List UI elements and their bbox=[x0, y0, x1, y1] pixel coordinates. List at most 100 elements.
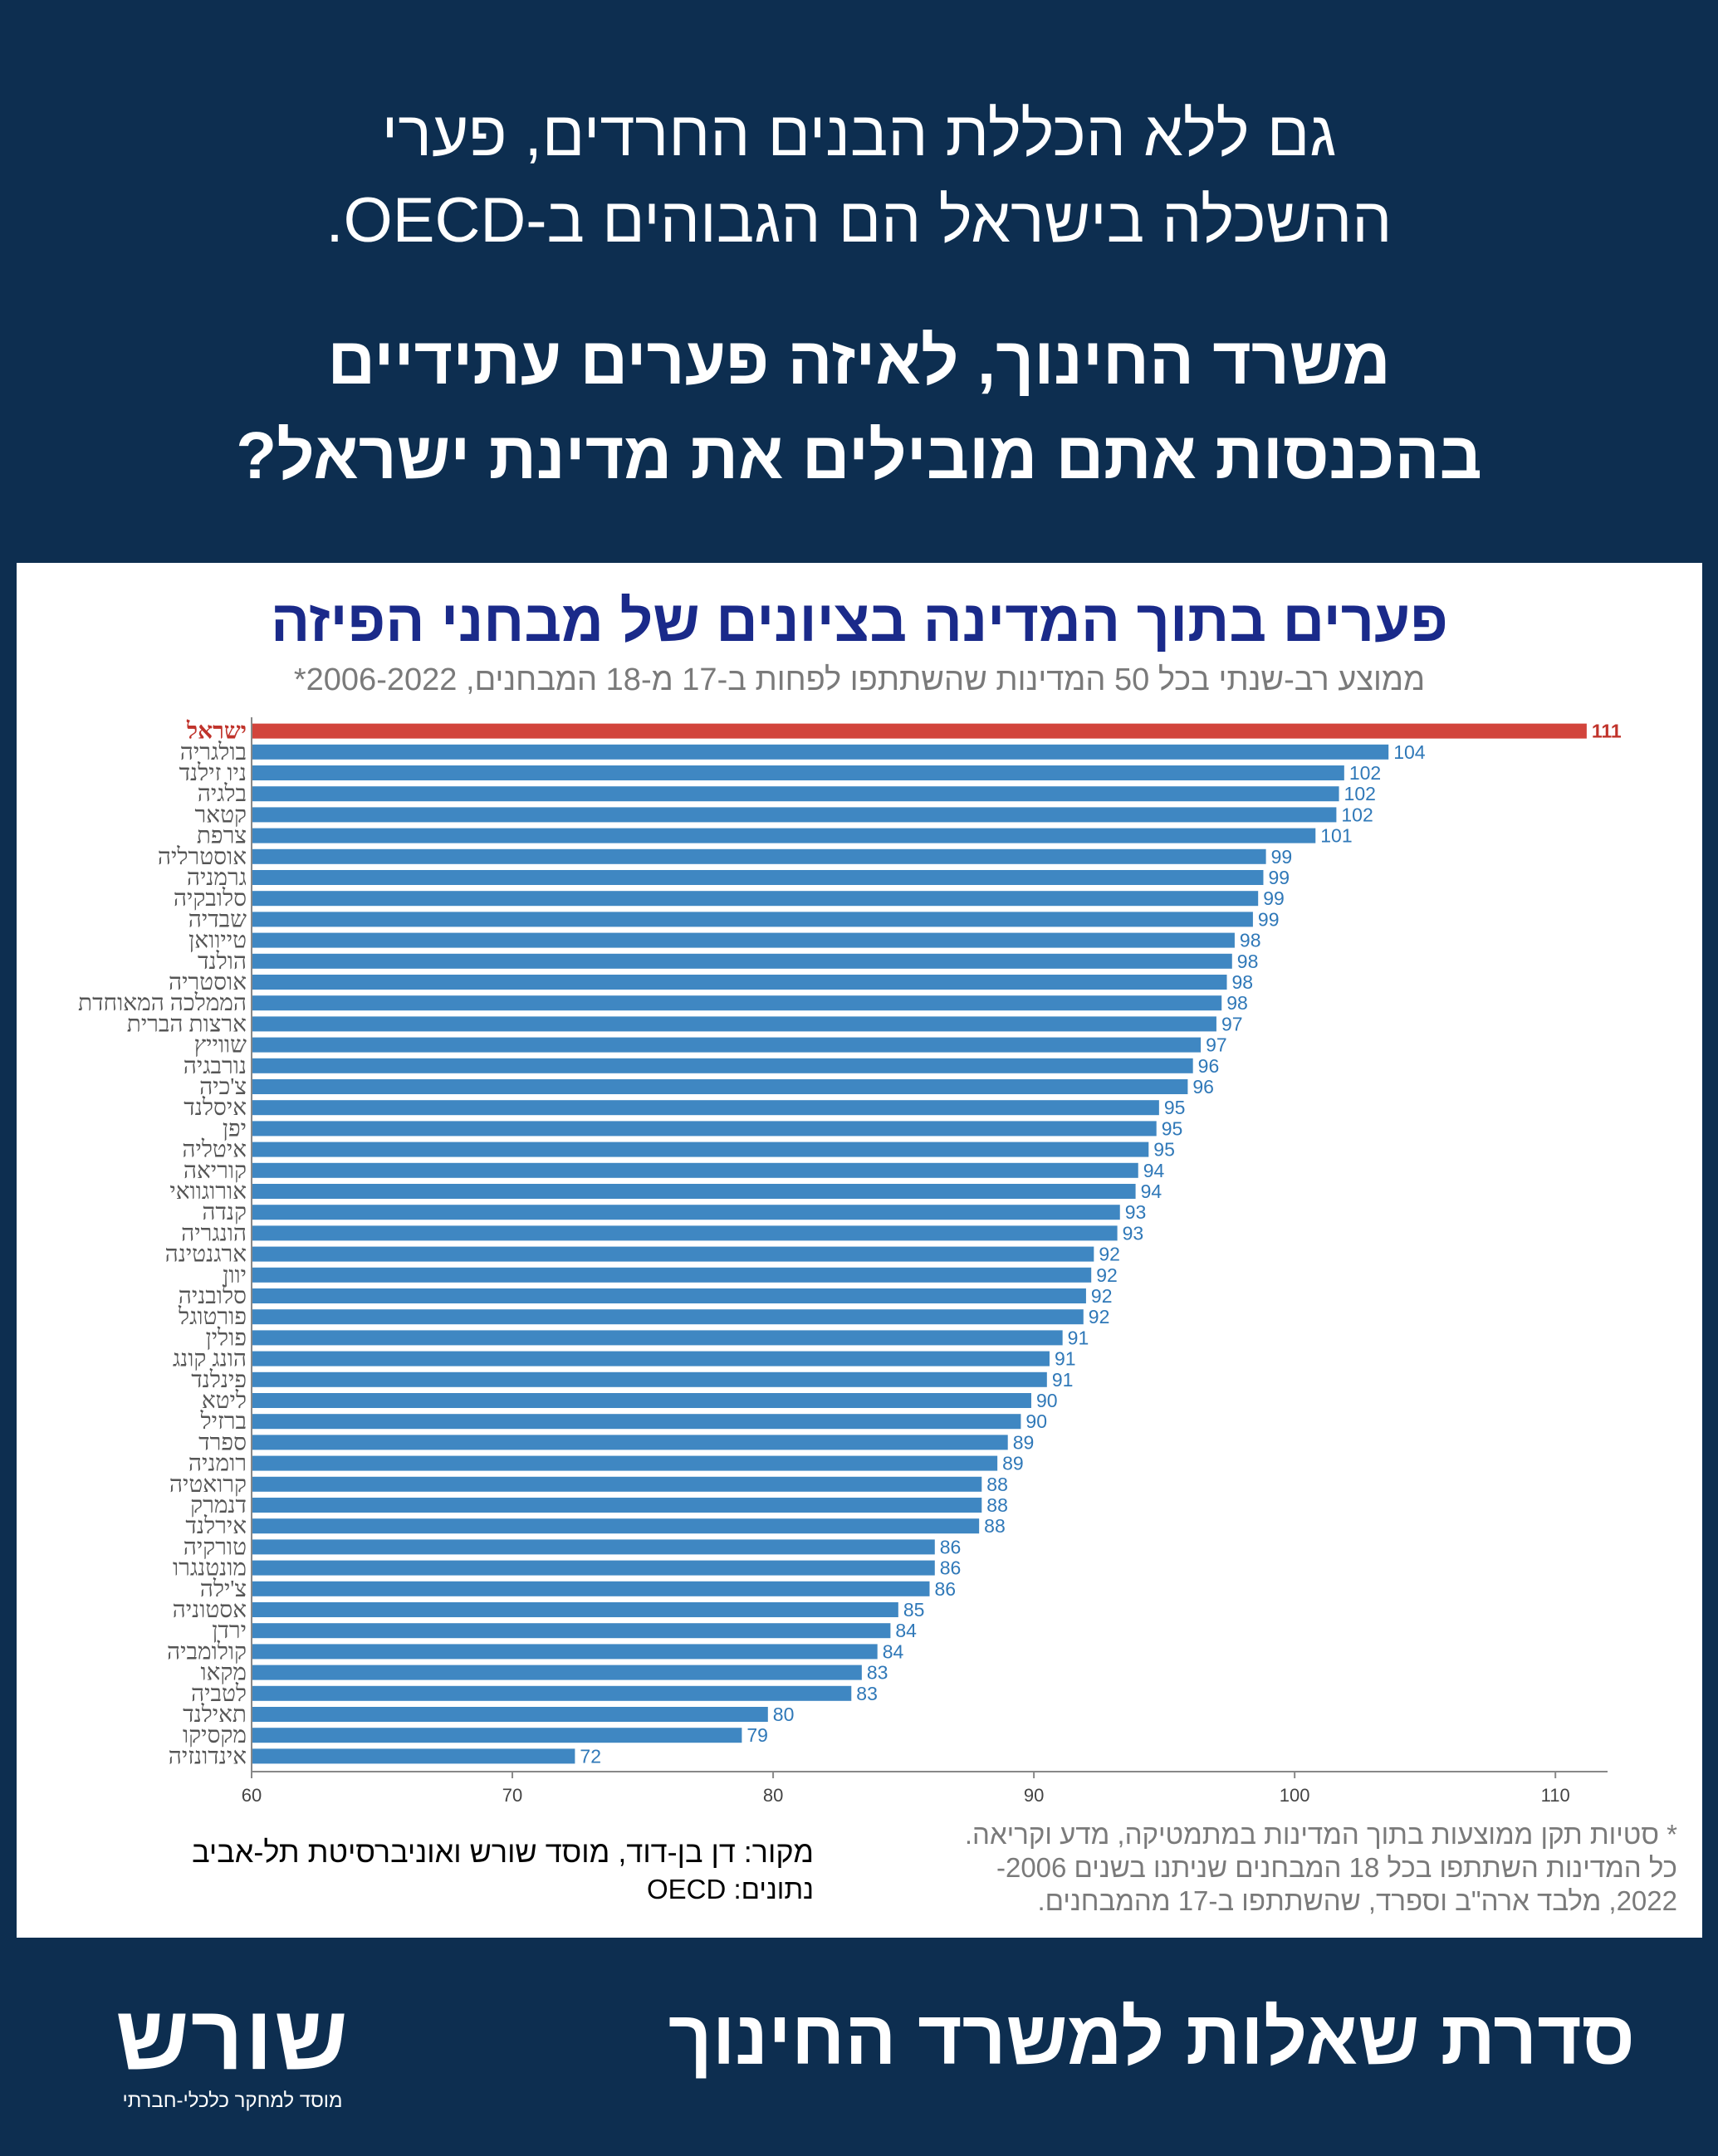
bar-value-label: 91 bbox=[1068, 1327, 1089, 1348]
bar bbox=[252, 1581, 930, 1596]
bar bbox=[252, 870, 1264, 885]
bar-chart: 111 ישראל 104 בולגריה 102 ניו זילנד 102 בלגיה 10… bbox=[78, 717, 1622, 1806]
bar-value-label: 95 bbox=[1153, 1139, 1175, 1161]
bar bbox=[252, 1414, 1021, 1430]
bar bbox=[252, 1602, 898, 1617]
bar-value-label: 85 bbox=[903, 1599, 925, 1621]
bar-value-label: 93 bbox=[1123, 1222, 1144, 1244]
bar bbox=[252, 1685, 852, 1701]
bar bbox=[252, 891, 1259, 907]
bar bbox=[252, 1748, 575, 1764]
x-tick-label: 100 bbox=[1280, 1785, 1310, 1806]
bar-value-label: 96 bbox=[1198, 1055, 1220, 1077]
category-label: יפן bbox=[223, 1116, 247, 1142]
category-label: אוסטרליה bbox=[158, 844, 247, 870]
bar bbox=[252, 1518, 980, 1534]
bar-value-label: 80 bbox=[773, 1704, 795, 1725]
bar-value-label: 102 bbox=[1344, 783, 1376, 804]
category-label: קוריאה bbox=[184, 1158, 247, 1184]
bar-value-label: 89 bbox=[1002, 1453, 1024, 1474]
bar-value-label: 88 bbox=[986, 1474, 1008, 1495]
category-label: נורבגיה bbox=[184, 1054, 247, 1079]
bar-value-label: 99 bbox=[1263, 887, 1285, 909]
category-label: הונג קונג bbox=[173, 1347, 247, 1372]
bar-value-label: 88 bbox=[984, 1515, 1006, 1537]
x-tick-label: 90 bbox=[1024, 1785, 1044, 1806]
bar bbox=[252, 1121, 1157, 1137]
category-label: טייוואן bbox=[188, 928, 247, 954]
category-label: איסלנד bbox=[184, 1095, 247, 1121]
source-text: מקור: דן בן-דוד, מוסד שורש ואוניברסיטת ת… bbox=[192, 1835, 814, 1869]
category-label: אוסטריה bbox=[169, 970, 247, 995]
headline-statement: גם ללא הכללת הבנים החרדים, פערי ההשכלה ב… bbox=[0, 91, 1718, 264]
category-label: ישראל bbox=[186, 719, 247, 745]
chart-panel: פערים בתוך המדינה בציונים של מבחני הפיזה… bbox=[17, 563, 1702, 1938]
bar bbox=[252, 1455, 998, 1471]
bar bbox=[252, 1267, 1092, 1283]
bar-value-label: 99 bbox=[1258, 908, 1280, 930]
bar bbox=[252, 765, 1344, 780]
headline-line-2: ההשכלה בישראל הם הגבוהים ב-OECD. bbox=[325, 185, 1393, 256]
bar bbox=[252, 1707, 768, 1722]
bar-value-label: 91 bbox=[1055, 1348, 1076, 1370]
category-label: קרואטיה bbox=[169, 1472, 247, 1498]
source-block: מקור: דן בן-דוד, מוסד שורש ואוניברסיטת ת… bbox=[66, 1833, 814, 1908]
bar-value-label: 104 bbox=[1393, 741, 1426, 763]
x-tick-label: 70 bbox=[502, 1785, 522, 1806]
bar-value-label: 83 bbox=[856, 1683, 878, 1704]
category-label: בלגיה bbox=[198, 781, 247, 807]
category-label: צ'ילה bbox=[200, 1577, 247, 1602]
bar-value-label: 98 bbox=[1240, 930, 1261, 951]
bar-value-label: 98 bbox=[1226, 992, 1248, 1014]
bar bbox=[252, 953, 1232, 969]
bar-value-label: 92 bbox=[1089, 1306, 1110, 1327]
category-label: ירדן bbox=[212, 1618, 247, 1644]
bar-value-label: 102 bbox=[1349, 762, 1381, 784]
bar-value-label: 90 bbox=[1036, 1390, 1058, 1411]
bar bbox=[252, 932, 1235, 948]
bar bbox=[252, 1623, 891, 1639]
category-label: איטליה bbox=[182, 1137, 247, 1163]
bar-value-label: 86 bbox=[940, 1536, 962, 1557]
category-label: פינלנד bbox=[191, 1367, 247, 1393]
category-label: צרפת bbox=[197, 824, 247, 849]
bar bbox=[252, 995, 1222, 1011]
category-label: צ'כיה bbox=[199, 1074, 247, 1100]
bar bbox=[252, 1309, 1084, 1325]
footnote-line-3: 2022, מלבד ארה"ב וספרד, שהשתתפו ב-17 מהמ… bbox=[1037, 1885, 1677, 1916]
category-label: הממלכה המאוחדת bbox=[78, 990, 247, 1016]
bar bbox=[252, 1644, 878, 1660]
bar bbox=[252, 1330, 1063, 1346]
bar bbox=[252, 1371, 1047, 1387]
category-label: מקסיקו bbox=[183, 1723, 247, 1748]
category-label: ארגנטינה bbox=[165, 1242, 247, 1268]
bar bbox=[252, 1435, 1008, 1450]
bar-value-label: 84 bbox=[883, 1640, 904, 1662]
bar-value-label: 97 bbox=[1206, 1034, 1227, 1056]
category-label: פולין bbox=[206, 1325, 247, 1351]
bar-value-label: 92 bbox=[1096, 1264, 1118, 1286]
bar bbox=[252, 1184, 1136, 1199]
bar-value-label: 98 bbox=[1232, 971, 1254, 993]
bar-value-label: 86 bbox=[940, 1557, 962, 1579]
bar bbox=[252, 744, 1389, 760]
headline-line-3: משרד החינוך, לאיזה פערים עתידיים bbox=[327, 324, 1391, 398]
category-label: סלובניה bbox=[179, 1283, 247, 1309]
category-label: רומניה bbox=[188, 1451, 247, 1477]
bar-value-label: 83 bbox=[867, 1662, 888, 1684]
category-label: ארצות הברית bbox=[127, 1011, 247, 1037]
chart-subtitle: ממוצע רב-שנתי בכל 50 המדינות שהשתתפו לפח… bbox=[293, 662, 1426, 697]
bar bbox=[252, 848, 1266, 864]
bar-value-label: 97 bbox=[1221, 1013, 1243, 1034]
bar bbox=[252, 1665, 862, 1680]
bar-value-label: 101 bbox=[1320, 825, 1352, 847]
category-label: גרמניה bbox=[187, 865, 247, 891]
bar bbox=[252, 1351, 1050, 1366]
category-label: יוון bbox=[223, 1263, 247, 1288]
footnote-line-2: כל המדינות השתתפו בכל 18 המבחנים שניתנו … bbox=[996, 1852, 1677, 1883]
category-label: אינדונזיה bbox=[169, 1743, 247, 1769]
bar-value-label: 99 bbox=[1268, 867, 1290, 888]
bar-value-label: 79 bbox=[746, 1724, 768, 1746]
chart-title: פערים בתוך המדינה בציונים של מבחני הפיזה bbox=[271, 589, 1448, 653]
series-title: סדרת שאלות למשרד החינוך bbox=[668, 1996, 1635, 2080]
